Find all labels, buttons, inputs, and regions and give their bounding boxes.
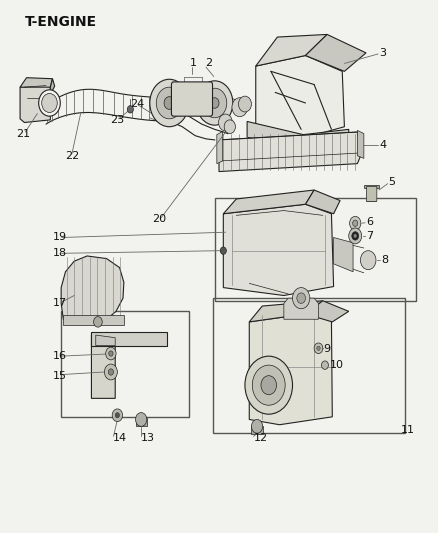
Circle shape [42,93,57,112]
Circle shape [164,96,174,109]
Circle shape [150,79,189,127]
Polygon shape [364,185,379,189]
Text: 13: 13 [141,433,155,443]
Text: 16: 16 [53,351,67,361]
Circle shape [293,288,310,309]
Polygon shape [20,78,53,87]
Circle shape [106,347,116,360]
Text: 17: 17 [53,298,67,309]
Text: 1: 1 [190,59,197,68]
Circle shape [202,88,227,118]
Circle shape [94,317,102,327]
Polygon shape [256,35,327,66]
Circle shape [115,413,120,418]
Text: 9: 9 [324,344,331,354]
Text: 22: 22 [66,151,80,161]
Text: 24: 24 [131,99,145,109]
Polygon shape [249,301,323,322]
FancyBboxPatch shape [251,426,263,434]
Circle shape [135,413,147,426]
Circle shape [360,251,376,270]
Text: 21: 21 [16,128,30,139]
Bar [61,311,189,417]
Text: 20: 20 [152,214,166,224]
Circle shape [245,356,293,414]
FancyBboxPatch shape [171,82,212,116]
Text: 4: 4 [379,140,386,150]
Polygon shape [334,238,353,272]
Polygon shape [20,85,50,123]
Polygon shape [50,79,55,94]
Circle shape [127,106,134,113]
FancyBboxPatch shape [135,418,147,426]
Polygon shape [284,298,318,319]
Polygon shape [223,190,314,214]
Text: 3: 3 [379,48,386,58]
Text: 6: 6 [366,217,373,227]
Circle shape [109,351,113,356]
Circle shape [210,98,219,108]
Text: 8: 8 [381,255,389,265]
Circle shape [39,90,60,116]
Text: 11: 11 [401,425,415,435]
Circle shape [261,376,276,394]
Bar [212,298,405,433]
Circle shape [314,343,323,353]
Circle shape [220,247,226,254]
Circle shape [224,120,236,134]
Polygon shape [247,122,349,151]
Polygon shape [64,315,124,325]
Circle shape [232,98,247,117]
Circle shape [353,220,358,227]
Circle shape [297,293,305,303]
Text: 7: 7 [366,231,373,241]
Polygon shape [217,132,223,164]
Polygon shape [305,301,349,322]
Text: 12: 12 [254,433,268,443]
Circle shape [104,364,117,380]
Text: 15: 15 [53,370,67,381]
Circle shape [321,361,328,369]
FancyBboxPatch shape [367,187,377,201]
Text: 23: 23 [110,115,124,125]
Polygon shape [357,131,364,158]
Circle shape [108,369,113,375]
Text: 19: 19 [53,232,67,243]
Polygon shape [223,204,334,295]
Polygon shape [92,333,115,398]
Text: 10: 10 [330,360,344,370]
Circle shape [251,419,263,433]
Circle shape [197,81,233,125]
Polygon shape [219,132,362,172]
Text: 14: 14 [113,433,127,443]
Bar [215,198,416,301]
Circle shape [219,114,233,131]
Text: 2: 2 [205,59,212,68]
Circle shape [353,234,357,238]
Circle shape [252,365,285,405]
Polygon shape [96,335,115,345]
Text: T-ENGINE: T-ENGINE [25,15,96,29]
Polygon shape [305,35,366,71]
Circle shape [156,87,182,119]
Text: 5: 5 [389,177,396,187]
Circle shape [352,232,359,240]
Polygon shape [92,333,167,345]
Circle shape [349,228,362,244]
Circle shape [112,409,123,422]
Polygon shape [305,190,340,214]
Circle shape [350,216,361,230]
Circle shape [238,96,251,112]
Circle shape [317,346,320,350]
Text: 18: 18 [53,248,67,259]
Polygon shape [256,55,344,140]
Polygon shape [61,256,124,324]
Polygon shape [249,314,332,425]
